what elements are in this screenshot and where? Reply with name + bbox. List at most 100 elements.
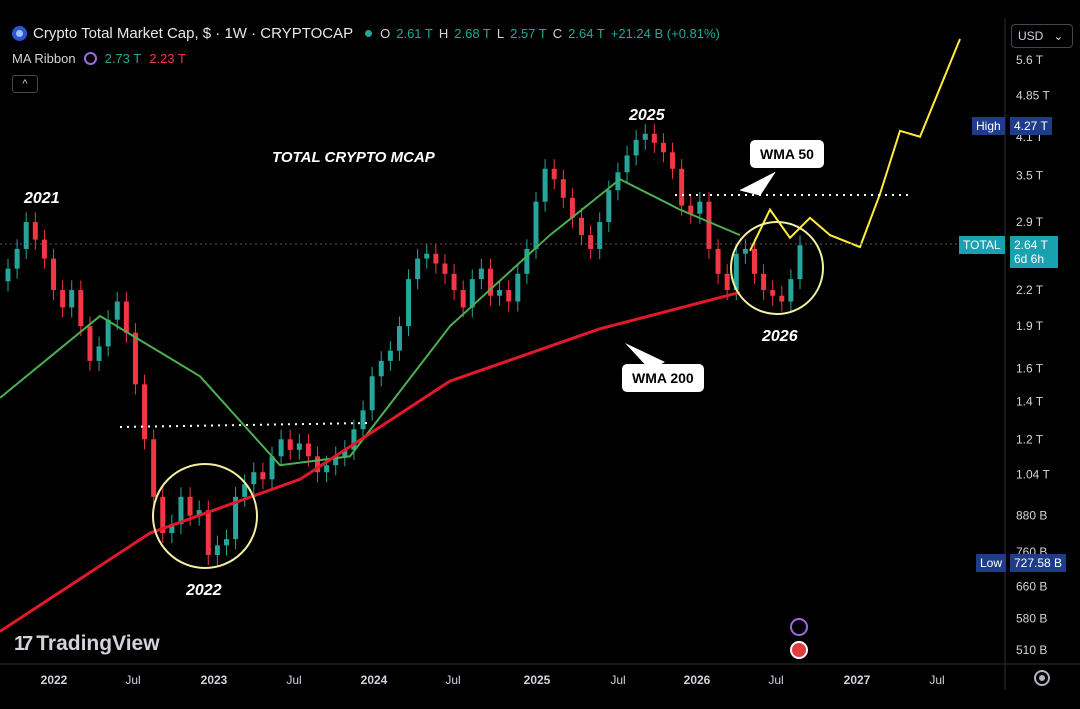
candle-body — [387, 350, 393, 361]
wma50-callout-pointer — [739, 171, 776, 196]
circle-2022-bottom — [152, 463, 258, 569]
low-marker-label: Low — [976, 554, 1007, 572]
y-tick-label: 580 B — [1016, 611, 1047, 625]
chart-title: TOTAL CRYPTO MCAP — [272, 149, 435, 166]
candle-body — [569, 197, 575, 218]
candle-body — [579, 217, 585, 236]
symbol-title[interactable]: Crypto Total Market Cap, $ · 1W · CRYPTO… — [33, 25, 354, 42]
candle-body — [651, 133, 657, 143]
change-value: +21.24 B (+0.81%) — [610, 26, 720, 41]
low-marker-value: 727.58 B — [1010, 554, 1067, 572]
candle-body — [123, 301, 129, 333]
x-tick-label: 2027 — [844, 673, 871, 687]
candle-body — [14, 248, 20, 269]
cryptocap-logo-icon — [12, 26, 27, 41]
low-label: L — [496, 26, 505, 41]
candle-body — [132, 332, 138, 385]
candle-body — [560, 179, 566, 198]
collapse-legend-button[interactable]: ^ — [12, 75, 38, 93]
candle-body — [233, 496, 239, 540]
candle-body — [305, 443, 311, 457]
candle-body — [642, 133, 648, 140]
high-marker-value: 4.27 T — [1010, 117, 1052, 135]
candle-body — [260, 472, 266, 480]
candle-body — [497, 290, 503, 296]
currency-selector[interactable]: USD ⌄ — [1011, 24, 1073, 48]
price-axis[interactable]: 5.6 T4.85 T4.1 T3.5 T2.9 T2.2 T1.9 T1.6 … — [1016, 53, 1050, 657]
y-tick-label: 1.6 T — [1016, 361, 1044, 375]
y-tick-label: 1.2 T — [1016, 432, 1044, 446]
candle-body — [369, 376, 375, 411]
candle-body — [187, 496, 193, 516]
candle-body — [151, 439, 157, 497]
candle-body — [433, 253, 439, 264]
y-tick-label: 3.5 T — [1016, 169, 1044, 183]
candle-body — [69, 290, 75, 308]
wma-200-line — [0, 290, 741, 633]
time-axis[interactable]: 2022 Jul 2023 Jul 2024 Jul 2025 Jul 2026 Jul 2027 J… — [41, 673, 945, 687]
candle-body — [178, 496, 184, 525]
candle-body — [487, 268, 493, 296]
candle-body — [460, 290, 466, 308]
candle-body — [451, 273, 457, 291]
candle-body — [242, 484, 248, 497]
tradingview-logo: 17 TradingView — [14, 632, 160, 656]
candle-body — [87, 326, 93, 361]
candle-body — [679, 168, 685, 206]
candle-body — [715, 248, 721, 274]
annotation-year: 2025 — [629, 107, 665, 124]
candle-body — [142, 384, 148, 440]
candle-body — [733, 253, 739, 291]
candle-body — [415, 258, 421, 280]
candle-body — [588, 235, 594, 249]
indicator-loading-icon — [83, 52, 97, 65]
y-tick-label: 5.6 T — [1016, 53, 1044, 67]
total-marker-value: 2.64 T 6d 6h — [1010, 236, 1058, 268]
candles-layer — [5, 124, 803, 566]
x-tick-label: Jul — [286, 673, 301, 687]
candle-body — [223, 539, 229, 546]
indicator-value-2: 2.23 T — [149, 51, 186, 66]
wma-50-line — [0, 178, 741, 467]
candle-body — [697, 201, 703, 214]
candle-body — [688, 205, 694, 214]
x-tick-label: 2026 — [684, 673, 711, 687]
candle-body — [160, 496, 166, 534]
open-value: 2.61 T — [396, 26, 433, 41]
currency-label: USD — [1018, 29, 1044, 43]
x-tick-label: 2025 — [524, 673, 551, 687]
candle-body — [169, 524, 175, 534]
candle-body — [287, 439, 293, 450]
high-value: 2.68 T — [454, 26, 491, 41]
candle-body — [670, 152, 676, 169]
x-tick-label: Jul — [610, 673, 625, 687]
candle-body — [196, 510, 202, 516]
gear-icon[interactable] — [1034, 670, 1050, 686]
candle-body — [633, 139, 639, 156]
candle-body — [779, 295, 785, 302]
candle-body — [770, 290, 776, 296]
lightning-icon[interactable] — [790, 618, 808, 636]
candle-body — [333, 456, 339, 466]
total-value: 2.64 T — [1014, 238, 1048, 252]
x-tick-label: 2023 — [201, 673, 228, 687]
candle-body — [506, 290, 512, 302]
flag-icon[interactable] — [790, 641, 808, 659]
candle-body — [469, 279, 475, 308]
annotation-year: 2021 — [24, 190, 60, 207]
candle-body — [515, 273, 521, 302]
indicator-legend[interactable]: MA Ribbon 2.73 T 2.23 T — [12, 51, 186, 66]
y-tick-label: 4.85 T — [1016, 88, 1050, 102]
wma200-callout-pointer — [625, 343, 665, 370]
candle-body — [396, 326, 402, 351]
x-tick-label: Jul — [929, 673, 944, 687]
x-tick-label: Jul — [125, 673, 140, 687]
candle-body — [724, 273, 730, 291]
candle-body — [5, 268, 11, 282]
close-value: 2.64 T — [568, 26, 605, 41]
y-tick-label: 510 B — [1016, 643, 1047, 657]
candle-body — [342, 449, 348, 457]
circle-2026-bottom — [730, 221, 824, 315]
candle-body — [542, 168, 548, 202]
